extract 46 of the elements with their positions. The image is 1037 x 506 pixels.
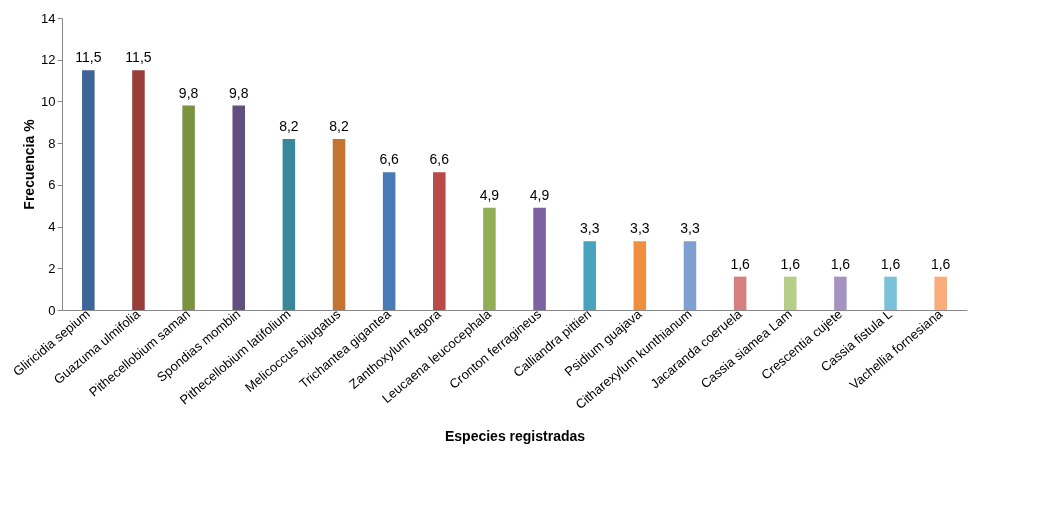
bar [633, 241, 647, 310]
bar [683, 241, 697, 310]
y-tick-label: 4 [48, 219, 56, 235]
bar [332, 138, 346, 310]
data-label: 8,2 [329, 117, 349, 134]
bar [132, 70, 145, 310]
y-tick-label: 8 [48, 135, 56, 151]
y-tick-label: 12 [41, 52, 56, 68]
x-axis-title: Especies registradas [444, 428, 586, 445]
bar [382, 172, 396, 310]
bar [82, 70, 95, 310]
bar [733, 276, 747, 310]
data-label: 4,9 [479, 186, 500, 203]
data-label: 3,3 [680, 220, 700, 237]
data-label: 3,3 [630, 220, 650, 237]
y-tick-label: 2 [48, 260, 56, 276]
data-label: 1,6 [730, 255, 751, 272]
bar [282, 138, 296, 310]
data-label: 6,6 [429, 151, 450, 168]
bar [232, 105, 246, 310]
bar [533, 207, 546, 310]
data-label: 8,2 [279, 117, 299, 134]
bar [884, 276, 897, 310]
y-axis-title: Frecuencia % [21, 118, 38, 210]
bar [834, 276, 847, 310]
bar [483, 207, 496, 310]
bar [182, 105, 195, 310]
data-label: 3,3 [579, 220, 600, 237]
bar [433, 172, 446, 310]
data-label: 1,6 [930, 255, 951, 272]
data-label: 11,5 [75, 49, 102, 66]
bar [934, 276, 947, 310]
data-label: 1,6 [830, 255, 851, 272]
data-label: 9,8 [229, 84, 249, 101]
bar [783, 276, 797, 310]
data-label: 1,6 [780, 255, 801, 272]
y-tick-label: 0 [48, 302, 56, 318]
y-tick-label: 6 [48, 177, 56, 193]
data-label: 1,6 [880, 255, 901, 272]
data-label: 9,8 [178, 84, 199, 101]
bar [583, 241, 596, 310]
data-label: 4,9 [529, 186, 550, 203]
data-label: 6,6 [379, 151, 400, 168]
y-tick-label: 14 [41, 10, 56, 26]
y-tick-label: 10 [41, 93, 56, 109]
data-label: 11,5 [125, 49, 152, 66]
